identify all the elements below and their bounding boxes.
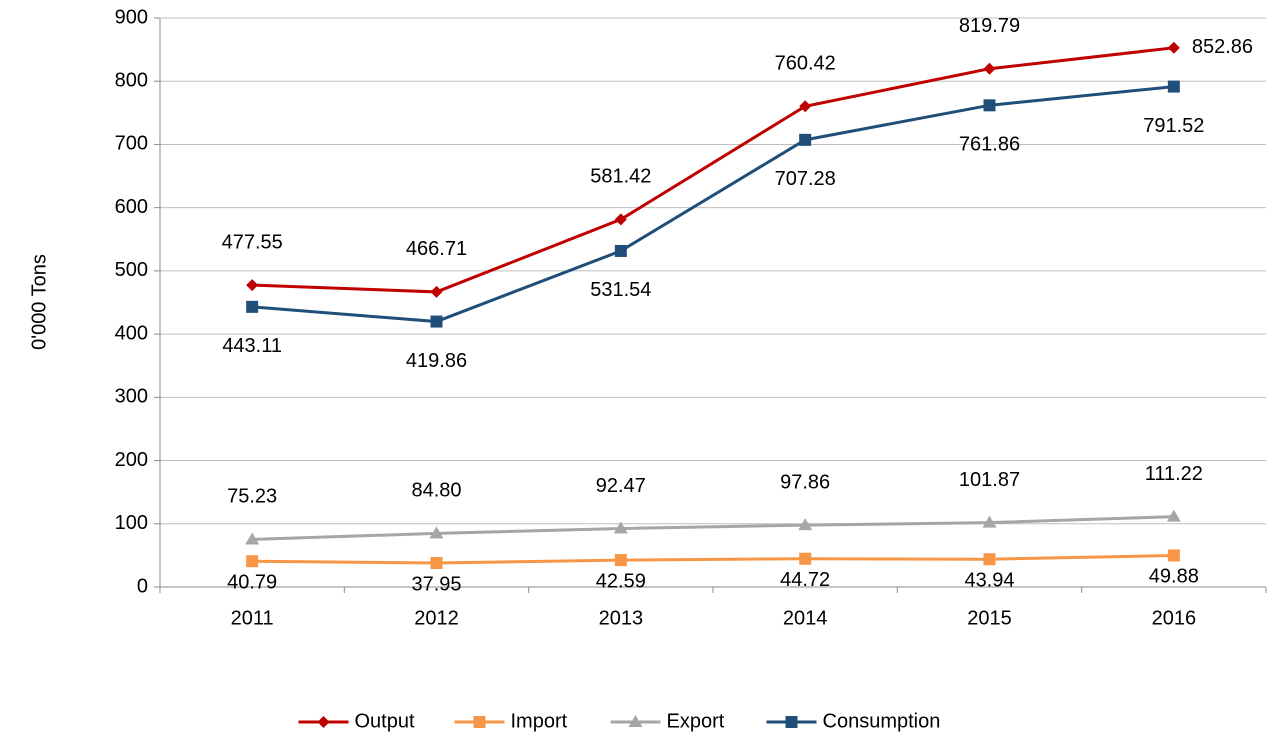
marker: [983, 99, 996, 112]
data-label: 852.86: [1192, 36, 1253, 58]
x-tick-label: 2012: [414, 607, 459, 629]
marker: [613, 521, 628, 534]
marker: [1167, 549, 1180, 562]
y-tick-label: 200: [115, 449, 148, 471]
marker: [983, 553, 996, 566]
y-tick-label: 700: [115, 133, 148, 155]
marker: [430, 315, 443, 328]
legend-label: Output: [355, 710, 415, 732]
data-label: 37.95: [411, 573, 461, 595]
marker: [799, 552, 812, 565]
data-label: 101.87: [959, 469, 1020, 491]
marker: [1167, 41, 1180, 54]
series: 443.11 419.86 531.54 707.28 761.86 791.52: [222, 80, 1204, 372]
marker: [245, 532, 260, 545]
marker: [614, 213, 627, 226]
series: 477.55 466.71 581.42 760.42 819.79 852.86: [222, 15, 1253, 298]
marker: [429, 526, 444, 539]
data-label: 40.79: [227, 571, 277, 593]
data-label: 49.88: [1149, 566, 1199, 588]
y-axis-title: 0'000 Tons: [28, 254, 50, 350]
data-label: 75.23: [227, 486, 277, 508]
marker: [473, 716, 486, 728]
x-tick-label: 2016: [1152, 607, 1197, 629]
y-tick-label: 500: [115, 259, 148, 281]
series-line: [252, 46, 1175, 294]
y-tick-label: 900: [115, 6, 148, 28]
data-label: 760.42: [775, 53, 836, 75]
data-label: 419.86: [406, 350, 467, 372]
marker: [1166, 509, 1181, 522]
data-label: 111.22: [1145, 463, 1203, 485]
marker: [614, 554, 627, 567]
data-label: 477.55: [222, 231, 283, 253]
y-tick-label: 300: [115, 386, 148, 408]
marker: [614, 244, 627, 257]
marker: [799, 133, 812, 146]
x-tick-label: 2014: [783, 607, 828, 629]
y-tick-label: 0: [137, 575, 148, 597]
y-tick-label: 400: [115, 322, 148, 344]
series-line: [252, 515, 1174, 541]
y-tick-label: 100: [115, 512, 148, 534]
legend: Output Import Export Consumption: [298, 710, 941, 732]
marker: [628, 715, 643, 727]
x-tick-label: 2015: [967, 607, 1012, 629]
legend-label: Import: [511, 710, 568, 732]
marker: [798, 518, 813, 531]
y-tick-label: 600: [115, 196, 148, 218]
data-label: 97.86: [780, 471, 830, 493]
marker: [430, 557, 443, 570]
series-line: [252, 553, 1174, 565]
marker: [246, 300, 259, 313]
legend-label: Consumption: [823, 710, 941, 732]
x-tick-label: 2013: [599, 607, 644, 629]
data-label: 707.28: [775, 168, 836, 190]
data-label: 819.79: [959, 15, 1020, 37]
data-label: 531.54: [590, 279, 651, 301]
marker: [246, 279, 259, 292]
marker: [982, 515, 997, 528]
series: 40.79 37.95 42.59 44.72 43.94 49.88: [227, 549, 1199, 595]
data-label: 43.94: [964, 570, 1014, 592]
marker: [799, 100, 812, 113]
marker: [983, 62, 996, 75]
data-label: 84.80: [411, 480, 461, 502]
data-label: 581.42: [590, 166, 651, 188]
series-line: [252, 85, 1174, 324]
data-label: 761.86: [959, 134, 1020, 156]
legend-label: Export: [667, 710, 725, 732]
data-label: 42.59: [596, 570, 646, 592]
data-label: 44.72: [780, 569, 830, 591]
marker: [430, 285, 443, 298]
data-label: 791.52: [1143, 115, 1204, 137]
data-label: 92.47: [596, 475, 646, 497]
marker: [246, 555, 259, 568]
y-tick-label: 800: [115, 70, 148, 92]
marker: [785, 716, 798, 728]
data-label: 466.71: [406, 238, 467, 260]
series: 75.23 84.80 92.47 97.86 101.87 111.22: [227, 463, 1203, 545]
marker: [1167, 80, 1180, 93]
x-tick-label: 2011: [231, 607, 274, 629]
marker: [317, 716, 330, 728]
data-label: 443.11: [222, 335, 282, 357]
